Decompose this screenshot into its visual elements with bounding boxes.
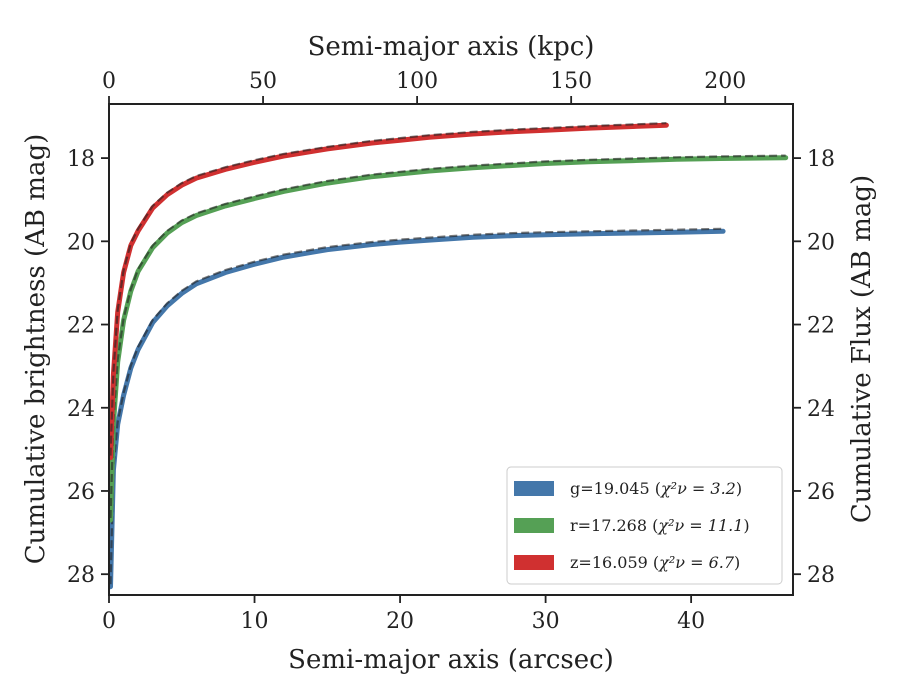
legend-box: [506, 466, 783, 585]
x-tick-label: 30: [532, 609, 560, 634]
legend-label-z: z=16.059 (χ²ν = 6.7): [570, 553, 740, 572]
series-z-line: [108, 122, 669, 461]
y-tick-label: 20: [67, 230, 95, 255]
series-g-line: [108, 228, 726, 590]
legend-label-r: r=17.268 (χ²ν = 11.1): [570, 516, 750, 535]
series-g-model-line: [109, 227, 724, 585]
legend-swatch-r: [514, 518, 554, 533]
y2-tick-label: 18: [807, 147, 835, 172]
x-axis-title: Semi-major axis (arcsec): [288, 645, 614, 675]
y-axis-title: Cumulative brightness (AB mag): [21, 134, 51, 565]
x2-tick-label: 200: [704, 69, 746, 94]
legend-label-g: g=19.045 (χ²ν = 3.2): [570, 479, 742, 498]
x-tick-label: 10: [241, 609, 269, 634]
x-tick-label: 20: [386, 609, 414, 634]
curves-layer: [108, 122, 789, 590]
y2-axis-title: Cumulative Flux (AB mag): [847, 175, 877, 523]
ticks-layer: 0 10 20 30 40 0 50 100 150 200 18 18 20 20 22 22 24 24 26 2…: [67, 69, 835, 634]
y-tick-label: 18: [67, 147, 95, 172]
y2-tick-label: 26: [807, 480, 835, 505]
series-r-model-line: [109, 154, 786, 519]
legend-swatch-z: [514, 555, 554, 570]
y-tick-label: 22: [67, 314, 95, 339]
legend: g=19.045 (χ²ν = 3.2) r=17.268 (χ²ν = 11.…: [506, 466, 783, 585]
y2-tick-label: 20: [807, 230, 835, 255]
x2-tick-label: 150: [550, 69, 592, 94]
y2-tick-label: 22: [807, 314, 835, 339]
series-z-model-line: [109, 122, 667, 456]
x2-tick-label: 50: [249, 69, 277, 94]
x2-tick-label: 0: [102, 69, 116, 94]
y-tick-label: 24: [67, 397, 95, 422]
y2-tick-label: 28: [807, 563, 835, 588]
x2-tick-label: 100: [396, 69, 438, 94]
y-tick-label: 26: [67, 480, 95, 505]
series-r-line: [108, 155, 789, 523]
x-tick-label: 40: [677, 609, 705, 634]
y-tick-label: 28: [67, 563, 95, 588]
y2-tick-label: 24: [807, 397, 835, 422]
legend-swatch-g: [514, 481, 554, 496]
plot-frame: [108, 103, 794, 596]
x2-axis-title: Semi-major axis (kpc): [308, 32, 595, 62]
x-tick-label: 0: [102, 609, 116, 634]
